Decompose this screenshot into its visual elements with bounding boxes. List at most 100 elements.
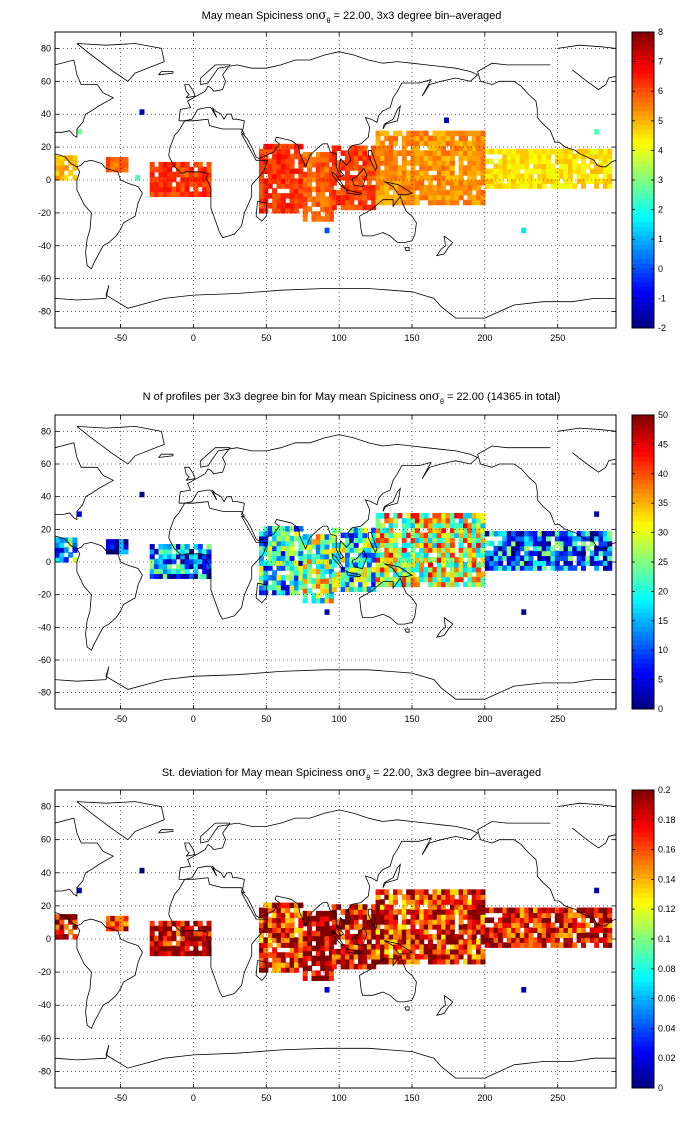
data-cell [607, 163, 613, 170]
data-cell [414, 914, 420, 920]
colorbar-swatch [632, 1060, 654, 1066]
data-cell [567, 550, 573, 557]
data-cell [607, 173, 613, 179]
data-cell [393, 566, 399, 573]
data-cell [197, 563, 203, 570]
data-cell [436, 914, 442, 920]
data-cell [414, 170, 420, 176]
data-cell [458, 150, 464, 156]
data-cell [154, 166, 160, 173]
data-cell [463, 527, 468, 534]
data-cell [259, 530, 264, 537]
data-cell [375, 155, 381, 161]
data-cell [272, 550, 278, 557]
data-cell [515, 917, 521, 924]
data-cell [541, 168, 547, 175]
data-cell [476, 189, 482, 196]
colorbar-swatch [632, 621, 654, 627]
colorbar-swatch [632, 258, 654, 264]
colorbar-swatch [632, 304, 654, 310]
data-cell [410, 571, 416, 578]
data-cell [298, 584, 304, 591]
data-cell [298, 902, 304, 909]
data-cell [532, 927, 538, 933]
colorbar-swatch [632, 267, 654, 273]
colorbar-swatch [632, 465, 654, 471]
data-cell [162, 171, 168, 178]
data-cell [463, 513, 468, 519]
colorbar-swatch [632, 817, 654, 824]
colorbar-swatch [632, 314, 654, 320]
data-cell [458, 924, 464, 930]
data-cell [467, 571, 473, 578]
data-cell [375, 576, 381, 583]
data-cell [114, 548, 120, 555]
data-cell [432, 943, 438, 950]
data-cell [467, 948, 473, 955]
data-cell [445, 175, 451, 181]
data-cell [467, 189, 473, 196]
data-cell [158, 930, 164, 937]
data-cell [463, 552, 468, 558]
data-cell [358, 953, 364, 960]
data-cell [524, 168, 530, 175]
data-cell [441, 180, 447, 186]
data-cell [149, 186, 155, 193]
data-cell [149, 181, 155, 188]
data-cell [423, 150, 429, 156]
data-cell [458, 537, 464, 543]
data-cell [349, 904, 355, 910]
data-cell [432, 919, 438, 925]
data-cell [336, 199, 342, 206]
data-cell [388, 135, 394, 142]
data-cell [480, 542, 486, 548]
data-cell [506, 173, 512, 179]
data-cell [414, 537, 420, 543]
data-cell [379, 929, 385, 935]
data-cell [449, 581, 455, 588]
data-cell [441, 537, 447, 543]
data-cell [263, 922, 269, 929]
data-cell [528, 540, 534, 547]
data-cell [537, 942, 543, 948]
data-cell [414, 943, 420, 950]
data-cell [388, 953, 394, 960]
data-cell [489, 555, 495, 561]
data-cell [445, 581, 451, 588]
data-cell [55, 542, 60, 548]
data-cell [175, 920, 181, 927]
data-cell [441, 199, 447, 206]
data-cell [293, 575, 299, 581]
data-cell [550, 555, 556, 561]
data-cell [280, 545, 286, 552]
colorbar-swatch [632, 548, 654, 554]
data-cell [293, 937, 299, 943]
data-cell [414, 934, 420, 940]
data-cell [554, 168, 560, 175]
data-cell [59, 547, 65, 553]
data-cell [432, 542, 438, 548]
coastline [557, 44, 616, 49]
data-cell [353, 571, 359, 578]
data-cell [175, 945, 181, 952]
data-cell [445, 130, 451, 137]
data-cell [567, 163, 573, 170]
data-cell [189, 171, 195, 178]
data-cell [414, 130, 420, 137]
data-cell [541, 907, 547, 914]
data-cell [371, 160, 377, 166]
data-cell [197, 181, 203, 188]
data-cell [68, 170, 74, 176]
data-cell [458, 934, 464, 940]
data-cell [419, 899, 425, 905]
data-cell [493, 922, 499, 929]
data-cell [401, 904, 407, 910]
data-cell [366, 170, 372, 176]
data-cell [410, 194, 416, 201]
data-cell [581, 942, 586, 948]
data-cell [72, 175, 78, 181]
data-cell [406, 175, 412, 181]
data-cell [463, 547, 468, 553]
data-cell [388, 175, 394, 181]
data-cell [289, 535, 295, 542]
